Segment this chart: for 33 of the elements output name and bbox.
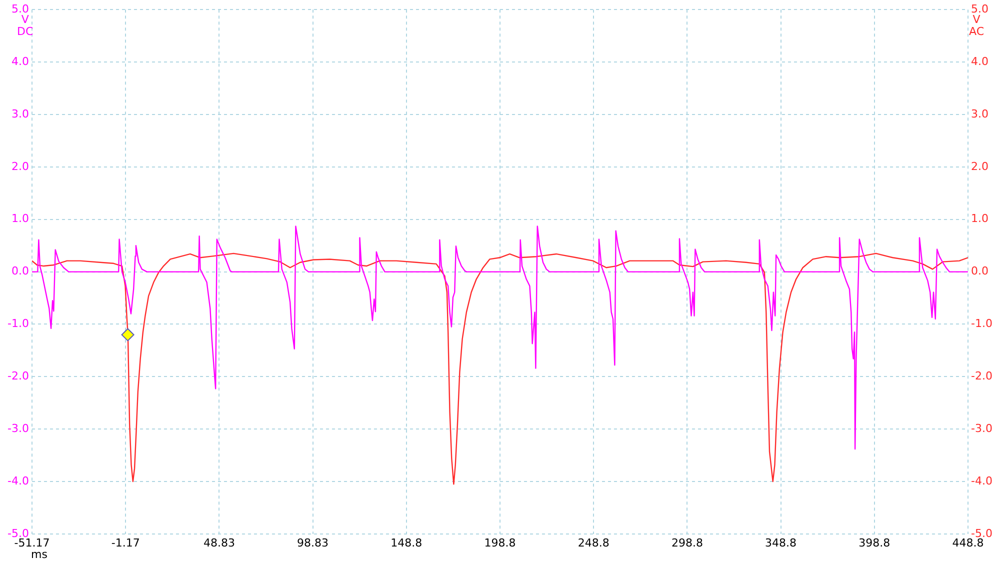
y2-tick-label: 1.0 [971, 212, 988, 226]
y2-tick-label: 4.0 [971, 54, 988, 68]
y-tick-label: -3.0 [8, 422, 29, 435]
y2-tick-label: -1.0 [971, 317, 992, 330]
x-axis-title: ms [31, 548, 48, 561]
y2-tick-label: -4.0 [971, 474, 992, 488]
x-tick-label: 248.8 [578, 536, 610, 550]
y-tick-label: 1.0 [12, 212, 29, 226]
y2-tick-label: -2.0 [971, 370, 992, 383]
y2-tick-label: 5.0 [971, 2, 988, 16]
y-axis-title: V DC [17, 13, 34, 38]
y-tick-label: 5.0 [12, 2, 29, 16]
x-tick-label: 198.8 [484, 536, 516, 550]
x-tick-label: 348.8 [765, 536, 797, 550]
y2-tick-label: 3.0 [971, 107, 988, 120]
y-tick-label: -1.0 [8, 317, 29, 330]
x-tick-label: 398.8 [858, 536, 890, 550]
x-tick-label: 298.8 [671, 536, 703, 550]
x-tick-label: -1.17 [111, 536, 140, 550]
y-tick-label: 2.0 [12, 160, 29, 173]
y-tick-label: -4.0 [8, 474, 29, 488]
x-tick-label: 448.8 [952, 536, 984, 550]
x-tick-label: 48.83 [203, 536, 235, 550]
y-tick-label: 4.0 [12, 54, 29, 68]
y2-tick-label: 2.0 [971, 160, 988, 173]
y2-tick-label: 0.0 [971, 264, 988, 278]
y-tick-label: 3.0 [12, 107, 29, 120]
y2-axis-title: V AC [969, 13, 984, 38]
y-tick-label: 0.0 [12, 264, 29, 278]
y2-tick-label: -3.0 [971, 422, 992, 435]
x-tick-label: 148.8 [390, 536, 422, 550]
x-tick-label: 98.83 [297, 536, 329, 550]
y-tick-label: -2.0 [8, 370, 29, 383]
